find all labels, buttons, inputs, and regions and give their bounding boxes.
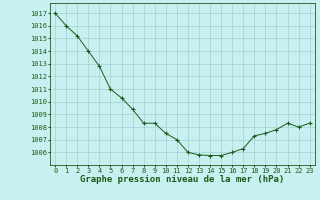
X-axis label: Graphe pression niveau de la mer (hPa): Graphe pression niveau de la mer (hPa) — [80, 175, 284, 184]
